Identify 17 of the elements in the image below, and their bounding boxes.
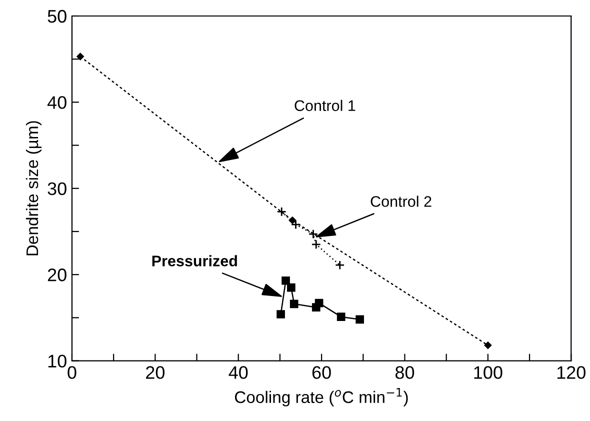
annotation: Pressurized: [152, 255, 237, 266]
x-tick-label: 80: [395, 366, 414, 379]
x-tick-label: 60: [312, 366, 331, 379]
annotation: Control 2: [370, 196, 432, 207]
x-tick-label: 20: [146, 366, 165, 379]
x-tick-label: 0: [68, 366, 76, 379]
x-axis-title: Cooling rate ($^{o}$C min$^{−1}$): [234, 388, 408, 406]
y-tick-label: 40: [47, 96, 66, 109]
y-tick-label: 10: [48, 354, 66, 368]
x-tick-label: 120: [557, 366, 586, 379]
y-tick-label: 30: [48, 182, 66, 196]
y-tick-label: 50: [48, 10, 66, 23]
x-tick-label: 40: [228, 366, 248, 379]
y-tick-label: 20: [48, 268, 66, 282]
x-tick-label: 100: [474, 366, 502, 379]
annotation: Control 1: [294, 100, 356, 112]
y-axis-title: Dendrite size (µm): [26, 121, 42, 256]
